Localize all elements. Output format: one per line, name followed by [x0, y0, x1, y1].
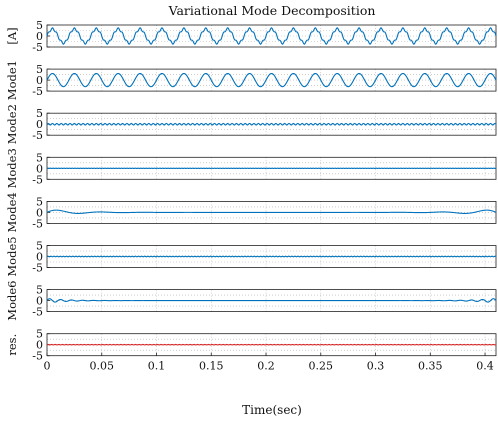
- y-tick-label: -5: [32, 129, 43, 142]
- y-tick-label: -5: [32, 262, 43, 275]
- y-tick-label: 0: [36, 206, 43, 219]
- y-tick-label: 0: [36, 118, 43, 131]
- series-line-Mode4: [46, 209, 497, 214]
- y-tick-label: 0: [36, 339, 43, 352]
- panel-3: 50-5 Mode2: [5, 104, 497, 144]
- y-tick-label: 5: [36, 107, 43, 120]
- panel-4: 50-5 Mode3: [5, 148, 497, 188]
- y-tick-label: 0: [36, 74, 43, 87]
- y-tick-label: 0: [36, 295, 43, 308]
- panel-6: 50-5 Mode5: [5, 236, 497, 277]
- y-axis-label: res.: [5, 334, 19, 356]
- y-tick-label: 5: [36, 284, 43, 297]
- x-axis-label: Time(sec): [242, 403, 302, 417]
- y-tick-label: 0: [36, 251, 43, 264]
- x-tick-label: 0.2: [257, 360, 275, 373]
- y-tick-label: -5: [32, 217, 43, 230]
- panel-1: 50-5 [A]: [5, 19, 497, 54]
- y-tick-label: -5: [32, 306, 43, 319]
- x-tick-label: 0.25: [309, 360, 334, 373]
- x-tick-label: 0.3: [367, 360, 385, 373]
- y-axis-label: Mode5: [5, 236, 19, 276]
- panel-5: 50-5 Mode4: [5, 192, 497, 232]
- series-line-Mode1: [46, 72, 497, 88]
- panel-2: 50-5 Mode1: [5, 60, 497, 100]
- x-tick-label: 0.15: [199, 360, 224, 373]
- y-tick-label: -5: [32, 173, 43, 186]
- x-tick-label: 0.1: [148, 360, 166, 373]
- y-tick-label: 0: [36, 30, 43, 43]
- y-tick-label: 5: [36, 195, 43, 208]
- y-axis-label: Mode6: [5, 281, 19, 321]
- y-tick-label: 0: [36, 162, 43, 175]
- panels-group: 50-5[A]50-5Mode150-5Mode250-5Mode350-5Mo…: [5, 19, 497, 363]
- y-tick-label: 5: [36, 240, 43, 253]
- series-line-Mode5: [46, 255, 497, 258]
- x-tick-label: 0.05: [90, 360, 115, 373]
- y-tick-label: -5: [32, 350, 43, 363]
- series-line-[A]: [46, 27, 497, 45]
- x-axis-ticks: 0 0.05 0.1 0.15 0.2 0.25 0.3 0.35 0.4: [44, 352, 494, 373]
- series-line-Mode6: [46, 298, 497, 303]
- y-axis-label: Mode2: [5, 104, 19, 144]
- chart-title: Variational Mode Decomposition: [168, 3, 376, 18]
- y-axis-label: [A]: [5, 27, 19, 44]
- y-tick-label: 5: [36, 328, 43, 341]
- y-tick-label: 5: [36, 63, 43, 76]
- y-tick-label: -5: [32, 85, 43, 98]
- x-tick-label: 0.4: [476, 360, 494, 373]
- y-tick-label: 5: [36, 19, 43, 32]
- y-axis-label: Mode3: [5, 148, 19, 188]
- panel-7: 50-5 Mode6: [5, 281, 497, 321]
- y-tick-label: -5: [32, 41, 43, 54]
- x-tick-label: 0.35: [418, 360, 443, 373]
- y-axis-label: Mode1: [5, 60, 19, 100]
- x-tick-label: 0: [44, 360, 51, 373]
- panel-8: 50-5 res.: [5, 328, 497, 363]
- y-axis-label: Mode4: [5, 192, 19, 232]
- series-line-Mode2: [46, 122, 497, 126]
- y-tick-label: 5: [36, 151, 43, 164]
